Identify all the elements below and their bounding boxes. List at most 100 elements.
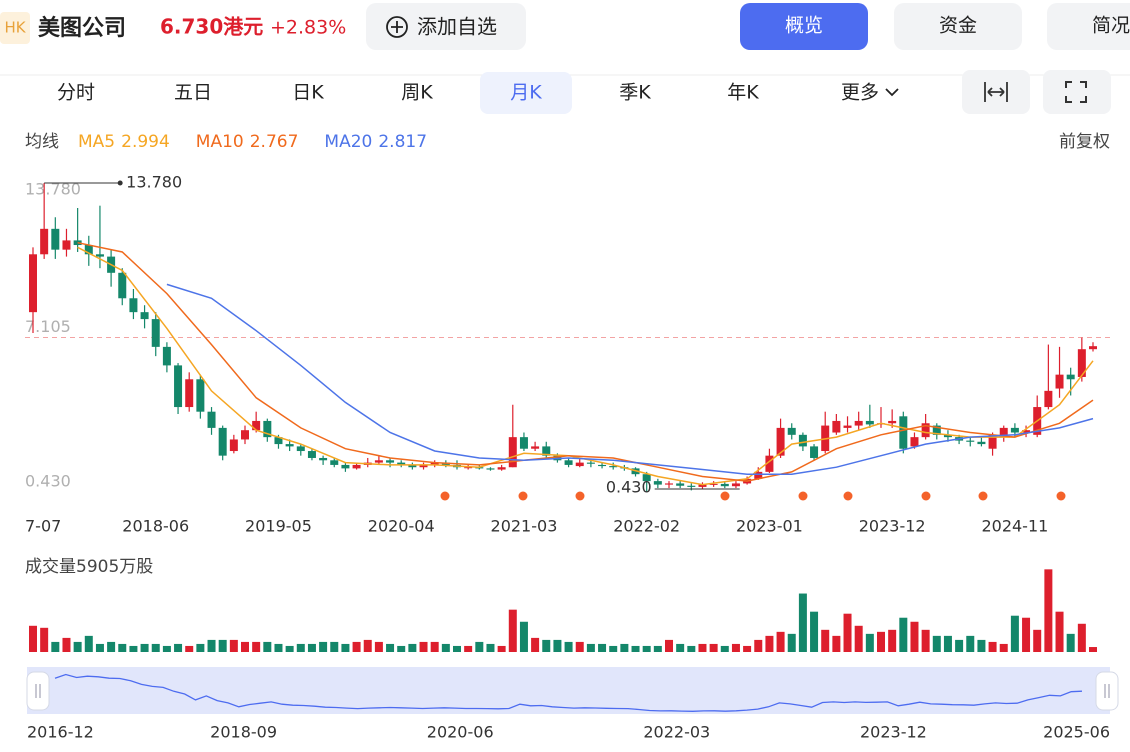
nav-label[interactable]: 资金 (939, 15, 977, 37)
x-tick-label: 2023-12 (859, 517, 926, 536)
y-tick-label: 13.780 (25, 180, 81, 199)
plus-icon-cross (391, 21, 403, 33)
candle-body (51, 228, 60, 250)
volume-bar (107, 641, 116, 652)
nav-label[interactable]: 概览 (785, 15, 823, 37)
legend-value: 2.817 (378, 132, 427, 152)
candle-body (1055, 374, 1064, 389)
volume-bar (408, 643, 417, 652)
volume-bar (285, 645, 294, 652)
volume-bar (1010, 615, 1019, 652)
candle-body (252, 420, 261, 431)
max-label: 13.780 (126, 173, 182, 192)
tab[interactable]: 季K (619, 82, 651, 104)
ma-line (166, 283, 1094, 475)
volume-bar (865, 633, 874, 652)
legend-name: MA10 (196, 132, 244, 152)
tab[interactable]: 周K (401, 82, 433, 104)
candle-body (810, 446, 819, 458)
candle-body (665, 483, 673, 485)
watch-button-label[interactable]: 添加自选 (417, 15, 497, 39)
candle-body (832, 420, 841, 433)
candle-body (1022, 430, 1031, 433)
legend-title: 均线 (25, 132, 59, 152)
navigator-window[interactable] (27, 667, 1110, 714)
candle-body (218, 427, 227, 456)
nav-profile[interactable] (1047, 3, 1130, 50)
candle-body (776, 427, 785, 456)
candle-body (319, 457, 328, 461)
badge-bg (0, 12, 30, 44)
volume-bar (620, 643, 629, 652)
legend-name: MA5 (78, 132, 115, 152)
volume-bar (966, 635, 975, 652)
volume-bar (218, 639, 227, 652)
tab[interactable]: 日K (292, 82, 324, 104)
adjust-mode[interactable]: 前复权 (1059, 132, 1110, 152)
watch-button[interactable] (366, 3, 526, 50)
volume-bar (252, 641, 261, 652)
navigator-handle[interactable] (26, 671, 50, 711)
volume-bar (464, 645, 473, 652)
candle-body (397, 462, 406, 465)
volume-bar (832, 635, 841, 652)
volume-bar (274, 643, 283, 652)
candle-body (40, 228, 49, 255)
candle-body (988, 434, 997, 449)
candle-body (598, 464, 607, 467)
nav-funds[interactable] (894, 3, 1022, 50)
candle-body (642, 474, 651, 482)
volume-bar (731, 643, 740, 652)
tab-active-bg[interactable] (480, 72, 572, 114)
volume-bar (564, 641, 573, 652)
y-tick-label: 0.430 (25, 472, 71, 491)
volume-bar (241, 641, 249, 652)
volume-bar (877, 631, 885, 652)
volume-bar (84, 635, 93, 652)
volume-bar (910, 621, 919, 652)
navigator-handle[interactable] (1095, 671, 1119, 711)
volume-bar (441, 643, 450, 652)
volume-bar (453, 645, 461, 652)
candle-body (943, 434, 952, 438)
volume-bar (932, 635, 941, 652)
tab[interactable]: 分时 (57, 82, 95, 104)
volume-bar (709, 643, 718, 652)
candle-body (263, 420, 272, 438)
volume-bar (798, 593, 807, 652)
tab[interactable]: 五日 (174, 82, 212, 104)
candle-body (341, 464, 350, 469)
candle-body (564, 460, 573, 465)
navigator-label: 2022-03 (643, 723, 710, 742)
candle-body (151, 319, 160, 347)
candle-body (497, 467, 506, 470)
candle-body (1044, 390, 1053, 408)
volume-bar (374, 641, 383, 652)
x-tick-label: 2020-04 (368, 517, 435, 536)
volume-bar (1055, 611, 1064, 652)
candle-body (765, 455, 774, 472)
fullscreen-button[interactable] (1043, 70, 1111, 114)
navigator-label: 2020-06 (427, 723, 494, 742)
candle-body (408, 464, 417, 468)
candle-body (932, 425, 941, 435)
fullscreen-icon (1065, 81, 1087, 103)
nav-overview[interactable] (740, 3, 868, 50)
candle-body (575, 462, 584, 467)
nav-label[interactable]: 简况 (1092, 15, 1130, 37)
stock-price: 6.730港元 (160, 15, 263, 39)
candle-body (29, 254, 37, 313)
volume-bar (609, 645, 618, 652)
candle-body (854, 420, 863, 426)
x-tick-label: 7-07 (25, 517, 61, 536)
volume-bar (62, 637, 71, 652)
candle-body (285, 444, 294, 447)
volume-bar (642, 645, 651, 652)
fit-icon (984, 82, 1008, 102)
tab[interactable]: 月K (510, 82, 542, 104)
candle-body (687, 485, 696, 487)
volume-bar (676, 643, 685, 652)
tab[interactable]: 年K (727, 82, 759, 104)
volume-bar (1077, 623, 1086, 652)
tab[interactable]: 更多 (841, 82, 879, 104)
